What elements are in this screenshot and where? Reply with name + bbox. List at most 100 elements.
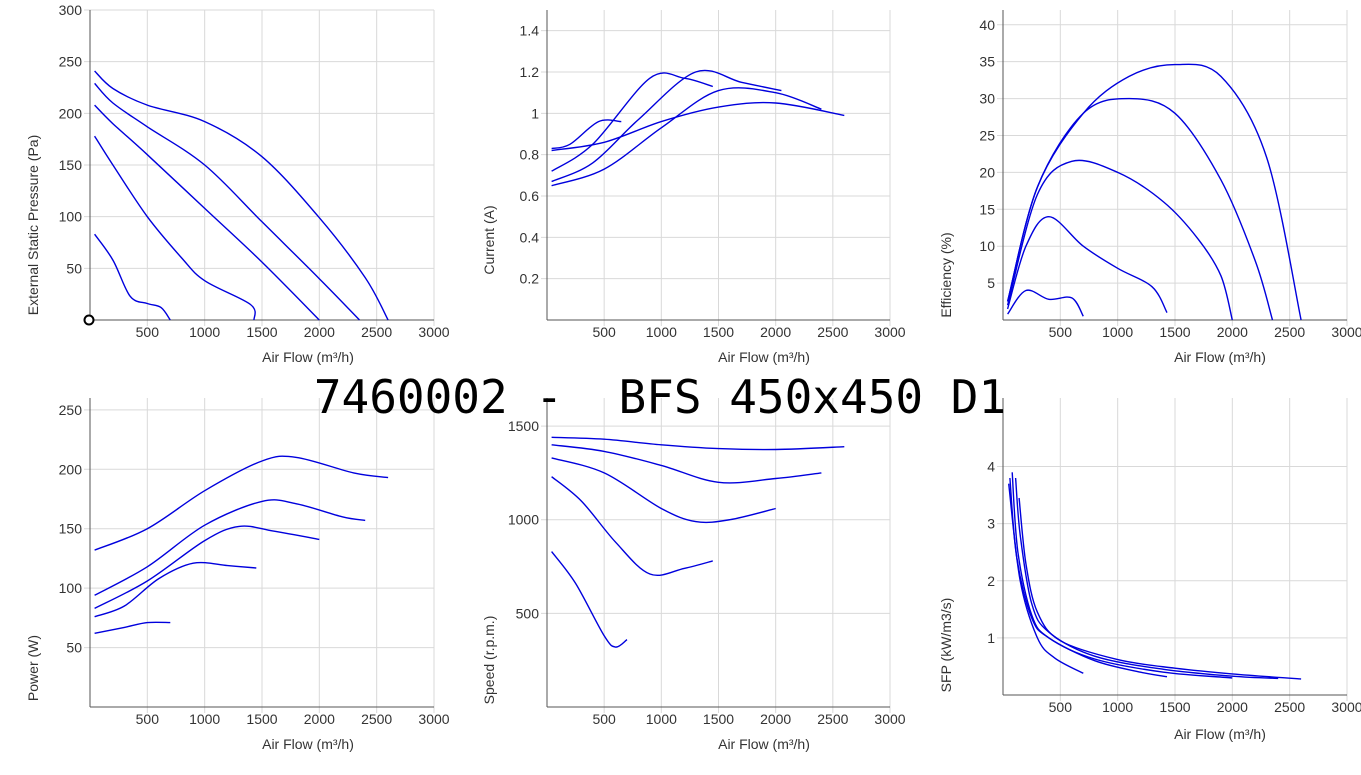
y-tick-label: 4: [987, 459, 995, 475]
x-tick-label: 2000: [1217, 699, 1248, 715]
x-tick-label: 2500: [361, 324, 392, 340]
series-line-5: [551, 551, 628, 648]
x-tick-label: 1500: [1159, 324, 1190, 340]
x-tick-label: 1000: [646, 711, 677, 727]
y-tick-label: 20: [979, 164, 995, 180]
x-tick-label: 3000: [874, 324, 905, 340]
series-line-3: [94, 525, 320, 610]
x-tick-label: 3000: [1331, 324, 1361, 340]
x-tick-label: 1000: [646, 324, 677, 340]
x-tick-label: 3000: [874, 711, 905, 727]
x-tick-label: 500: [136, 324, 160, 340]
y-tick-label: 200: [59, 105, 83, 121]
x-tick-label: 500: [1049, 699, 1073, 715]
x-axis-label: Air Flow (m³/h): [1174, 726, 1266, 742]
x-tick-label: 1500: [1159, 699, 1190, 715]
y-tick-label: 1000: [508, 512, 539, 528]
x-tick-label: 1000: [1102, 699, 1133, 715]
x-tick-label: 2000: [760, 324, 791, 340]
y-tick-label: 200: [59, 461, 83, 477]
y-tick-label: 25: [979, 127, 995, 143]
x-axis-label: Air Flow (m³/h): [262, 736, 354, 752]
x-axis-label: Air Flow (m³/h): [262, 349, 354, 365]
origin-marker: [83, 314, 95, 326]
x-tick-label: 1000: [189, 324, 220, 340]
series-line-1: [94, 455, 389, 551]
x-tick-label: 1500: [703, 324, 734, 340]
y-axis-label: Speed (r.p.m.): [481, 616, 497, 705]
y-tick-label: 1: [531, 105, 539, 121]
x-tick-label: 2500: [817, 711, 848, 727]
y-axis-label: Efficiency (%): [938, 232, 954, 317]
y-tick-label: 30: [979, 91, 995, 107]
chart-power: 500 1000 1500 2000 2500 3000 50 100 150 200 250 Air…: [25, 398, 450, 752]
y-tick-label: 1.2: [520, 64, 540, 80]
x-tick-label: 2000: [1217, 324, 1248, 340]
x-tick-label: 2000: [760, 711, 791, 727]
x-tick-label: 3000: [418, 324, 449, 340]
y-tick-label: 10: [979, 238, 995, 254]
chart-sfp: 500 1000 1500 2000 2500 3000 1 2 3 4 Air Flow (m³/…: [938, 398, 1361, 742]
y-axis-label: Power (W): [25, 635, 41, 701]
series-line-2: [1014, 477, 1279, 680]
series-line-5: [94, 621, 171, 634]
x-tick-label: 1000: [189, 711, 220, 727]
y-tick-label: 40: [979, 17, 995, 33]
series-line-2: [94, 499, 366, 596]
chart-speed: 500 1000 1500 2000 2500 3000 500 1000 1500 Air Fl…: [481, 398, 906, 752]
series-line-1: [94, 70, 389, 321]
y-tick-label: 1500: [508, 418, 539, 434]
series-line-5: [94, 233, 171, 321]
x-tick-label: 3000: [418, 711, 449, 727]
y-tick-label: 2: [987, 573, 995, 589]
y-tick-label: 100: [59, 209, 83, 225]
y-tick-label: 35: [979, 54, 995, 70]
y-tick-label: 15: [979, 201, 995, 217]
x-tick-label: 500: [136, 711, 160, 727]
y-tick-label: 100: [59, 580, 83, 596]
x-axis-label: Air Flow (m³/h): [718, 736, 810, 752]
x-tick-label: 2000: [304, 324, 335, 340]
series-line-3: [1011, 472, 1233, 679]
series-line-3: [94, 104, 320, 321]
y-axis-label: External Static Pressure (Pa): [25, 135, 41, 316]
chart-current: 500 1000 1500 2000 2500 3000 0.2 0.4 0.6 0.8 1 1.2 1…: [481, 10, 906, 365]
y-tick-label: 0.8: [520, 147, 540, 163]
y-tick-label: 300: [59, 2, 83, 18]
series-line-1: [551, 436, 845, 451]
series-line-3: [551, 69, 782, 183]
y-tick-label: 250: [59, 54, 83, 70]
page-title: 7460002 - BFS 450x450 D1: [314, 370, 1006, 424]
series-line-4: [1009, 477, 1168, 678]
chart-pressure: 500 1000 1500 2000 2500 3000 50 100 150 200 250 300…: [25, 2, 450, 365]
y-tick-label: 5: [987, 275, 995, 291]
x-tick-label: 2500: [1274, 699, 1305, 715]
x-tick-label: 1000: [1102, 324, 1133, 340]
y-tick-label: 50: [66, 260, 82, 276]
series-line-2: [94, 82, 361, 321]
series-line-4: [94, 135, 256, 321]
series-line-5: [551, 119, 622, 150]
y-tick-label: 1.4: [520, 23, 540, 39]
series-line-4: [1006, 215, 1168, 313]
series-line-5: [1007, 289, 1084, 317]
x-axis-label: Air Flow (m³/h): [1174, 349, 1266, 365]
y-tick-label: 1: [987, 630, 995, 646]
x-tick-label: 3000: [1331, 699, 1361, 715]
chart-efficiency: 500 1000 1500 2000 2500 3000 5 10 15 20 25 30 35 40 Ai…: [938, 10, 1361, 365]
series-line-2: [551, 87, 822, 187]
series-line-4: [551, 72, 714, 172]
series-line-1: [1018, 497, 1302, 680]
y-tick-label: 0.6: [520, 188, 540, 204]
x-axis-label: Air Flow (m³/h): [718, 349, 810, 365]
x-tick-label: 1500: [703, 711, 734, 727]
y-tick-label: 150: [59, 521, 83, 537]
series-line-4: [94, 561, 257, 618]
y-tick-label: 50: [66, 640, 82, 656]
x-tick-label: 500: [592, 711, 616, 727]
series-line-3: [551, 457, 776, 524]
x-tick-label: 500: [1049, 324, 1073, 340]
x-tick-label: 2500: [361, 711, 392, 727]
y-tick-label: 0.2: [520, 271, 540, 287]
